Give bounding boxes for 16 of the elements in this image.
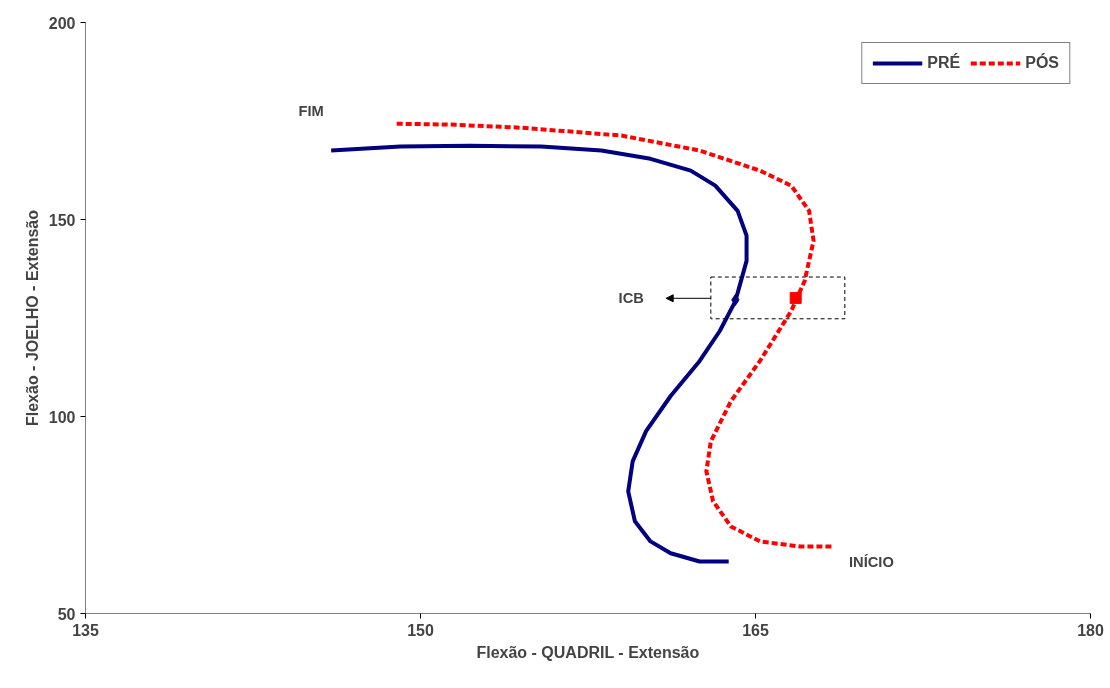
x-tick-label: 135 — [72, 621, 99, 639]
y-tick-label: 100 — [48, 408, 76, 426]
line-series — [329, 143, 749, 564]
x-tick-label: 150 — [407, 621, 434, 639]
y-tick-label: 200 — [48, 14, 76, 32]
y-tick-label: 50 — [57, 605, 76, 623]
annotation: INÍCIO — [849, 553, 894, 570]
annotation: ICB — [618, 290, 644, 307]
annotation: FIM — [298, 102, 324, 119]
x-tick-label: 165 — [742, 621, 769, 639]
x-tick-label: 180 — [1077, 621, 1104, 639]
legend-label: PRÉ — [927, 54, 961, 72]
legend-label: PÓS — [1025, 54, 1059, 72]
y-tick-label: 150 — [48, 211, 76, 229]
x-axis-title: Flexão - QUADRIL - Extensão — [476, 643, 700, 661]
y-axis-title: Flexão - JOELHO - Extensão — [23, 209, 41, 427]
